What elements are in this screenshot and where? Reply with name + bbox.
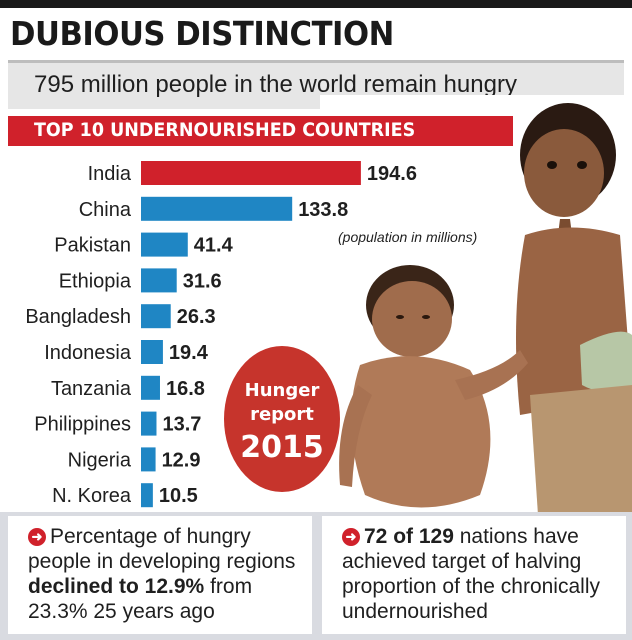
bar-indonesia (141, 340, 163, 364)
bar-pakistan (141, 232, 188, 257)
fact-card-right: ➜ 72 of 129 nations have achieved target … (322, 516, 626, 634)
fact-card-left: ➜ Percentage of hungry people in developi… (8, 516, 312, 634)
bar-china (141, 196, 293, 221)
category-label: Indonesia (44, 342, 132, 364)
category-label: Nigeria (68, 449, 132, 471)
badge-line-1: Hunger (244, 380, 320, 401)
subhead-box: 795 million people in the world remain h… (8, 60, 624, 109)
value-label: 26.3 (177, 306, 216, 328)
value-label: 12.9 (162, 449, 201, 471)
value-label: 133.8 (298, 199, 348, 221)
fact-right-bold: 72 of 129 (364, 525, 454, 548)
category-label: Tanzania (51, 378, 132, 400)
bar-philippines (141, 411, 157, 436)
bar-chart: India 194.6 China 133.8 Pakistan 41.4 Ethiopia… (25, 161, 477, 508)
bar-ethiopia (141, 268, 177, 293)
category-label: Ethiopia (59, 270, 132, 292)
bar-bangladesh (141, 304, 171, 329)
value-label: 194.6 (367, 163, 417, 185)
category-label: Bangladesh (25, 306, 131, 328)
fact-right: ➜ 72 of 129 nations have achieved target … (342, 524, 626, 624)
photo-hungry-children (320, 95, 632, 515)
chart-title-bar: TOP 10 UNDERNOURISHED COUNTRIES (8, 116, 513, 146)
fact-left-post: from 23.3% 25 years ago (28, 575, 253, 623)
bar-india (141, 161, 361, 185)
category-label: India (88, 163, 132, 185)
category-label: China (79, 199, 132, 221)
value-label: 16.8 (166, 378, 205, 400)
bar-tanzania (141, 375, 160, 400)
badge-line-2: report (250, 404, 314, 425)
badge-year: 2015 (240, 430, 324, 465)
value-label: 13.7 (162, 414, 201, 436)
fact-left: ➜ Percentage of hungry people in developi… (28, 524, 312, 624)
chart-title: TOP 10 UNDERNOURISHED COUNTRIES (34, 119, 416, 141)
hunger-report-badge: Hunger report 2015 (224, 346, 340, 492)
fact-left-pre: Percentage of hungry people in developin… (28, 525, 296, 573)
top-rule (0, 0, 632, 8)
category-label: Pakistan (54, 235, 131, 257)
fact-right-post: nations have achieved target of halving … (342, 525, 600, 623)
arrow-icon: ➜ (28, 528, 46, 546)
bar-n-korea (141, 483, 153, 508)
subhead: 795 million people in the world remain h… (34, 71, 517, 98)
category-label: N. Korea (52, 485, 132, 507)
value-label: 19.4 (169, 342, 209, 364)
value-label: 10.5 (159, 485, 198, 507)
fact-left-bold: declined to 12.9% (28, 575, 205, 598)
value-label: 41.4 (194, 235, 234, 257)
value-label: 31.6 (183, 270, 222, 292)
arrow-icon: ➜ (342, 528, 360, 546)
headline: DUBIOUS DISTINCTION (10, 14, 394, 53)
bar-nigeria (141, 447, 156, 472)
category-label: Philippines (34, 414, 131, 436)
units-note: (population in millions) (338, 229, 477, 245)
